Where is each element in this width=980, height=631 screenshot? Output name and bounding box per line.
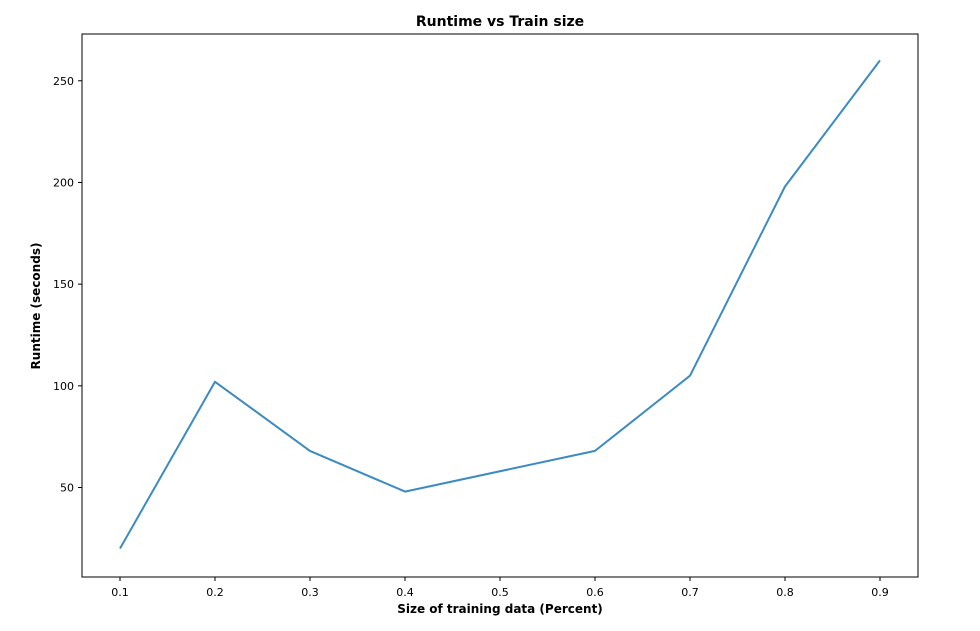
plot-area [119, 59, 881, 549]
y-tick-label: 100 [53, 380, 74, 393]
x-tick-label: 0.8 [776, 586, 794, 599]
y-axis: 50 100 150 200 250 [53, 75, 82, 495]
x-tick-label: 0.6 [586, 586, 604, 599]
chart-title: Runtime vs Train size [416, 14, 584, 30]
x-tick-label: 0.2 [206, 586, 224, 599]
y-tick-label: 250 [53, 75, 74, 88]
y-tick-label: 200 [53, 176, 74, 189]
y-axis-label: Runtime (seconds) [29, 243, 43, 370]
plot-frame [81, 33, 919, 578]
series-line [119, 59, 881, 549]
x-tick-label: 0.9 [871, 586, 889, 599]
x-axis: 0.1 0.2 0.3 0.4 0.5 0.6 0.7 0.8 0.9 [111, 577, 889, 599]
x-axis-label: Size of training data (Percent) [397, 602, 603, 616]
x-tick-label: 0.5 [491, 586, 509, 599]
x-tick-label: 0.1 [111, 586, 129, 599]
x-tick-label: 0.7 [681, 586, 699, 599]
x-tick-label: 0.4 [396, 586, 414, 599]
y-tick-label: 50 [60, 482, 74, 495]
x-tick-label: 0.3 [301, 586, 319, 599]
y-tick-label: 150 [53, 278, 74, 291]
